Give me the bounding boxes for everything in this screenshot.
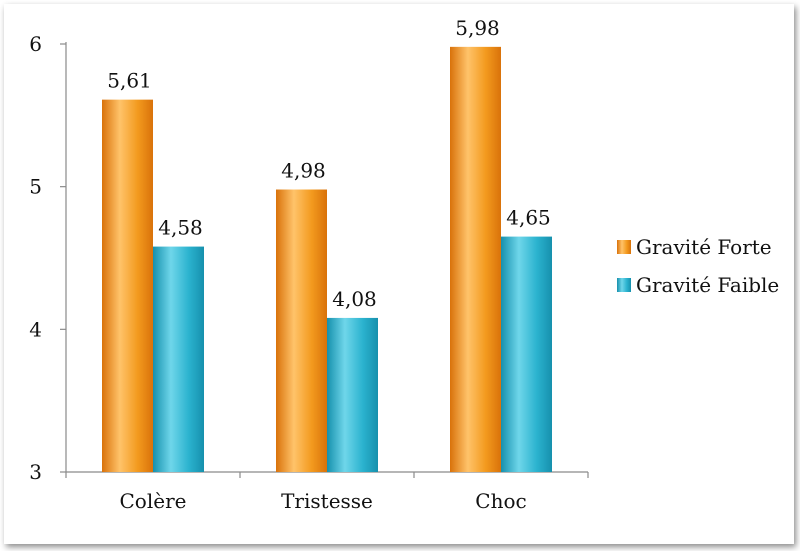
chart-labels: 5,61 4,58 Colère 4,98 4,08 Tristesse 5,98 4,65 C… <box>107 16 551 513</box>
legend-swatch <box>617 240 631 254</box>
data-label: 4,65 <box>506 206 551 230</box>
legend-label: Gravité Forte <box>636 235 772 259</box>
bar-faible-0 <box>153 246 204 472</box>
bar-faible-1 <box>327 317 378 472</box>
legend-label: Gravité Faible <box>636 273 779 297</box>
data-label: 5,61 <box>107 69 152 93</box>
data-label: 4,98 <box>281 159 326 183</box>
chart-legend: Gravité Forte Gravité Faible <box>617 235 779 297</box>
bar-forte-2 <box>450 46 501 472</box>
y-tick-label: 3 <box>29 460 42 484</box>
category-label: Colère <box>120 489 187 513</box>
y-tick-label: 6 <box>29 32 42 56</box>
legend-swatch <box>617 278 631 292</box>
data-label: 4,08 <box>332 287 377 311</box>
y-tick-label: 4 <box>29 317 42 341</box>
chart-bars <box>102 46 552 472</box>
data-label: 5,98 <box>455 16 500 40</box>
bar-faible-2 <box>501 236 552 472</box>
category-label: Choc <box>475 489 526 513</box>
data-label: 4,58 <box>158 216 203 240</box>
bar-forte-0 <box>102 99 153 472</box>
y-tick-label: 5 <box>29 175 42 199</box>
bar-forte-1 <box>276 189 327 472</box>
category-label: Tristesse <box>281 489 373 513</box>
